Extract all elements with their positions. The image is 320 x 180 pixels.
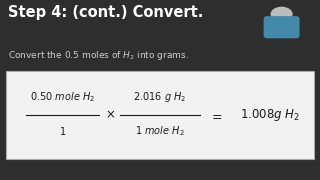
Text: $\times$: $\times$ bbox=[105, 109, 116, 122]
Text: Step 4: (cont.) Convert.: Step 4: (cont.) Convert. bbox=[8, 5, 204, 20]
FancyBboxPatch shape bbox=[264, 17, 299, 38]
Text: $=$: $=$ bbox=[209, 109, 223, 122]
Text: $1\ \mathit{mole}\ H_2$: $1\ \mathit{mole}\ H_2$ bbox=[135, 125, 185, 138]
Text: $2.016\ g\ H_2$: $2.016\ g\ H_2$ bbox=[133, 90, 187, 104]
Text: Convert the 0.5 moles of $H_2$ into grams.: Convert the 0.5 moles of $H_2$ into gram… bbox=[8, 49, 189, 62]
Text: $1.008g\ H_2$: $1.008g\ H_2$ bbox=[240, 107, 300, 123]
Text: $0.50\ \mathit{mole}\ H_2$: $0.50\ \mathit{mole}\ H_2$ bbox=[30, 90, 95, 104]
FancyBboxPatch shape bbox=[6, 71, 314, 159]
Circle shape bbox=[271, 7, 292, 21]
Text: $1$: $1$ bbox=[59, 125, 66, 137]
